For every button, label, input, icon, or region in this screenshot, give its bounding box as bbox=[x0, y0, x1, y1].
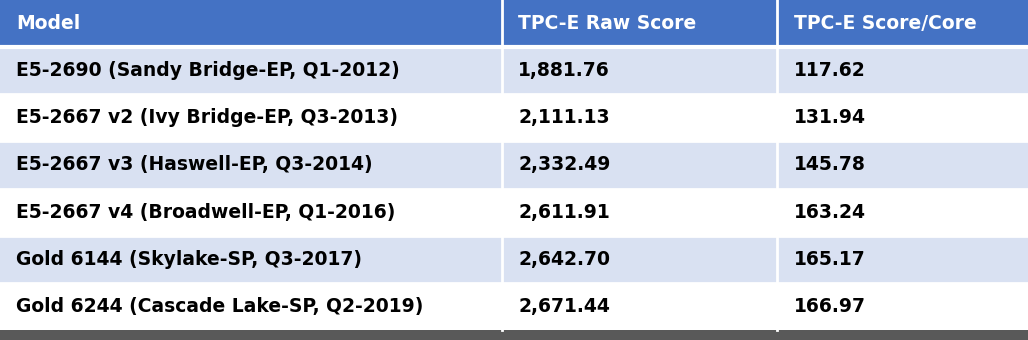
Text: 2,671.44: 2,671.44 bbox=[518, 297, 610, 316]
Text: E5-2667 v4 (Broadwell-EP, Q1-2016): E5-2667 v4 (Broadwell-EP, Q1-2016) bbox=[16, 203, 396, 222]
Text: 145.78: 145.78 bbox=[794, 155, 866, 174]
Text: 1,881.76: 1,881.76 bbox=[518, 61, 610, 80]
Text: 2,332.49: 2,332.49 bbox=[518, 155, 611, 174]
Text: E5-2667 v2 (Ivy Bridge-EP, Q3-2013): E5-2667 v2 (Ivy Bridge-EP, Q3-2013) bbox=[16, 108, 399, 127]
Bar bbox=[0, 283, 502, 330]
Bar bbox=[0, 141, 502, 188]
Bar bbox=[502, 94, 777, 141]
Bar bbox=[0, 330, 1028, 340]
Bar bbox=[0, 188, 502, 236]
Text: Gold 6244 (Cascade Lake-SP, Q2-2019): Gold 6244 (Cascade Lake-SP, Q2-2019) bbox=[16, 297, 424, 316]
Bar bbox=[0, 94, 502, 141]
Bar bbox=[502, 47, 777, 94]
Bar bbox=[502, 283, 777, 330]
Bar bbox=[777, 94, 1028, 141]
Text: 165.17: 165.17 bbox=[794, 250, 866, 269]
Bar bbox=[777, 188, 1028, 236]
Text: 2,642.70: 2,642.70 bbox=[518, 250, 610, 269]
Text: 163.24: 163.24 bbox=[794, 203, 866, 222]
Bar bbox=[777, 0, 1028, 47]
Text: TPC-E Raw Score: TPC-E Raw Score bbox=[518, 14, 696, 33]
Text: 2,111.13: 2,111.13 bbox=[518, 108, 610, 127]
Text: 166.97: 166.97 bbox=[794, 297, 866, 316]
Text: TPC-E Score/Core: TPC-E Score/Core bbox=[794, 14, 977, 33]
Text: 2,611.91: 2,611.91 bbox=[518, 203, 610, 222]
Bar bbox=[502, 236, 777, 283]
Bar bbox=[502, 188, 777, 236]
Text: 131.94: 131.94 bbox=[794, 108, 866, 127]
Bar bbox=[502, 141, 777, 188]
Bar bbox=[777, 283, 1028, 330]
Text: 117.62: 117.62 bbox=[794, 61, 866, 80]
Bar bbox=[0, 0, 502, 47]
Text: Gold 6144 (Skylake-SP, Q3-2017): Gold 6144 (Skylake-SP, Q3-2017) bbox=[16, 250, 363, 269]
Text: Model: Model bbox=[16, 14, 81, 33]
Bar bbox=[777, 236, 1028, 283]
Bar bbox=[502, 0, 777, 47]
Bar bbox=[777, 141, 1028, 188]
Text: E5-2690 (Sandy Bridge-EP, Q1-2012): E5-2690 (Sandy Bridge-EP, Q1-2012) bbox=[16, 61, 400, 80]
Text: E5-2667 v3 (Haswell-EP, Q3-2014): E5-2667 v3 (Haswell-EP, Q3-2014) bbox=[16, 155, 373, 174]
Bar bbox=[777, 47, 1028, 94]
Bar bbox=[0, 236, 502, 283]
Bar bbox=[0, 47, 502, 94]
